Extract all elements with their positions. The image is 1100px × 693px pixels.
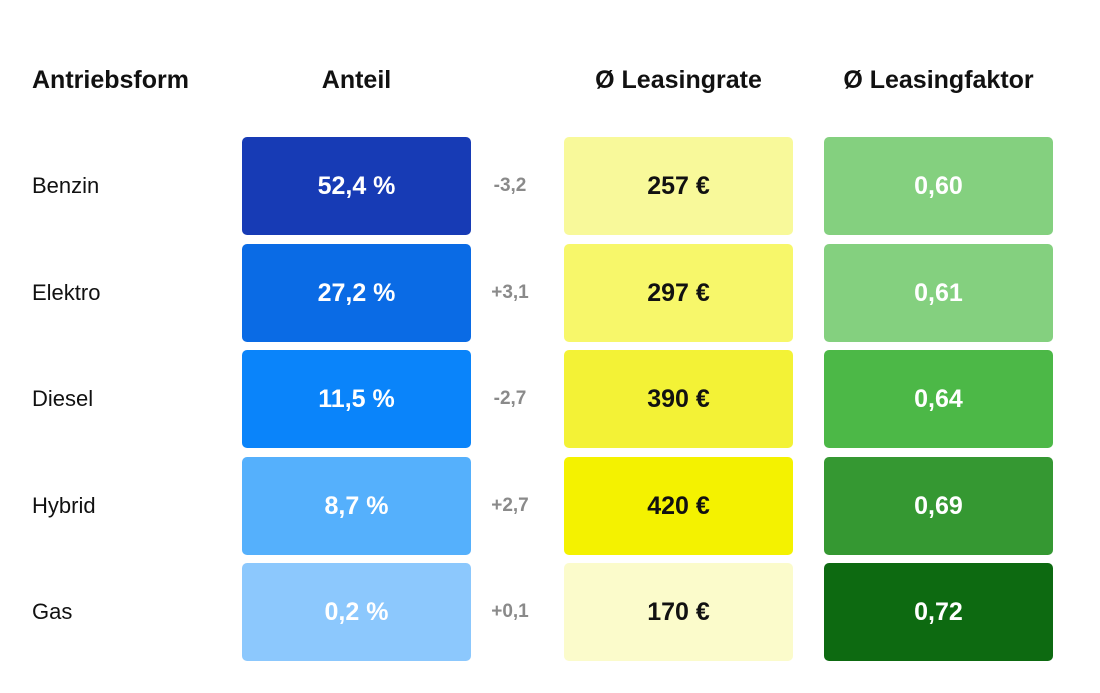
row-label: Diesel <box>32 386 94 411</box>
change-value: -2,7 <box>493 388 527 409</box>
column-header: Anteil <box>321 66 392 94</box>
column-header: Ø Leasingfaktor <box>843 66 1034 94</box>
change-value: -3,2 <box>493 175 527 196</box>
factor-cell: 0,64 <box>824 350 1053 448</box>
change-value: +0,1 <box>491 601 529 622</box>
share-cell: 8,7 % <box>242 456 471 555</box>
row-label: Hybrid <box>32 492 96 518</box>
factor-cell: 0,61 <box>824 243 1053 342</box>
factor-cell: 0,72 <box>824 563 1053 661</box>
rate-cell: 420 € <box>564 456 793 555</box>
row-label: Gas <box>32 599 73 624</box>
column-header: Ø Leasingrate <box>595 66 762 94</box>
rate-cell: 297 € <box>564 243 793 342</box>
row-label: Elektro <box>32 279 101 305</box>
factor-cell: 0,69 <box>824 456 1053 555</box>
share-cell: 11,5 % <box>242 350 471 448</box>
column-header: Antriebsform <box>32 66 189 94</box>
share-cell: 27,2 % <box>242 243 471 342</box>
change-value: +2,7 <box>491 494 529 516</box>
factor-cell: 0,60 <box>824 137 1053 235</box>
rate-cell: 390 € <box>564 350 793 448</box>
row-label: Benzin <box>32 173 100 198</box>
share-cell: 52,4 % <box>242 137 471 235</box>
share-cell: 0,2 % <box>242 563 471 661</box>
rate-cell: 170 € <box>564 563 793 661</box>
change-value: +3,1 <box>491 281 529 303</box>
rate-cell: 257 € <box>564 137 793 235</box>
